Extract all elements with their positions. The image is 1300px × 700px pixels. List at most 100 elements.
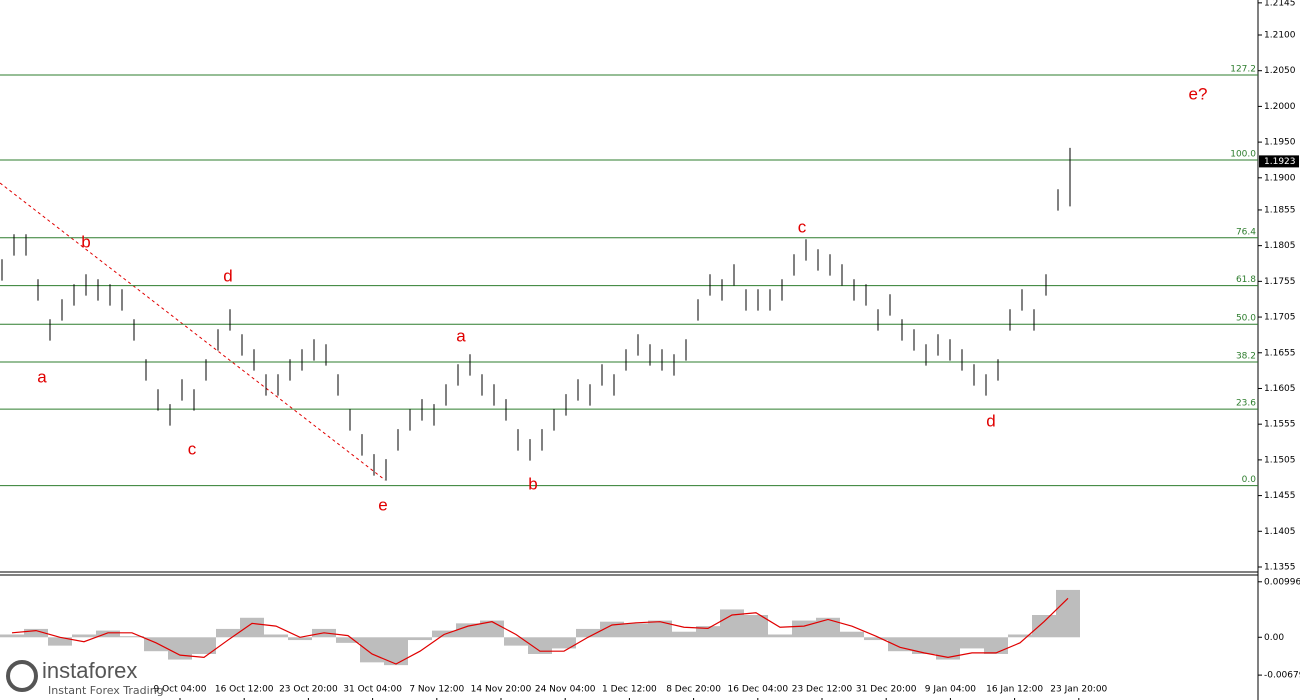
histogram-bar	[288, 637, 312, 641]
x-tick-label: 23 Dec 12:00	[792, 685, 853, 695]
histogram-bar	[120, 636, 144, 638]
fib-label: 100.0	[1230, 149, 1256, 159]
y-tick-label: 1.1755	[1264, 277, 1296, 287]
histogram-bar	[720, 609, 744, 638]
x-tick-label: 31 Oct 04:00	[343, 685, 402, 695]
fib-label: 38.2	[1236, 352, 1256, 362]
x-tick-label: 16 Dec 04:00	[728, 685, 789, 695]
x-tick-label: 8 Dec 20:00	[666, 685, 721, 695]
watermark: instaforex Instant Forex Trading	[6, 658, 164, 697]
histogram-bar	[960, 637, 984, 649]
y-tick-label: 0.00	[1264, 633, 1284, 643]
histogram-bar	[624, 623, 648, 638]
wave-label: d	[986, 411, 995, 430]
histogram-bar	[576, 628, 600, 638]
wave-label: d	[223, 266, 232, 285]
histogram-bar	[768, 634, 792, 638]
fib-label: 50.0	[1236, 314, 1256, 324]
histogram-bar	[48, 637, 72, 646]
y-tick-label: 1.1950	[1264, 138, 1296, 148]
wave-label: a	[456, 326, 466, 345]
x-tick-label: 7 Nov 12:00	[409, 685, 464, 695]
y-tick-label: 1.1605	[1264, 384, 1296, 394]
y-tick-label: 1.1655	[1264, 348, 1296, 358]
histogram-bar	[888, 637, 912, 652]
histogram-bar	[1056, 589, 1080, 638]
histogram-bar	[936, 637, 960, 660]
histogram-bar	[648, 620, 672, 638]
brand: instaforex	[42, 658, 137, 683]
fib-label: 76.4	[1236, 227, 1256, 237]
x-tick-label: 9 Jan 04:00	[925, 685, 977, 695]
signal-line	[11, 597, 1069, 665]
histogram-bar	[840, 631, 864, 638]
y-tick-label: 1.1405	[1264, 527, 1296, 537]
price-tag	[1259, 155, 1299, 168]
histogram-bar	[1008, 634, 1032, 638]
x-tick-label: 23 Jan 20:00	[1050, 685, 1107, 695]
x-tick-label: 9 Oct 04:00	[154, 685, 207, 695]
y-tick-label: 1.1855	[1264, 205, 1296, 215]
histogram-bar	[696, 626, 720, 638]
histogram-bar	[336, 637, 360, 643]
y-tick-label: 1.1555	[1264, 420, 1296, 430]
fib-label: 0.0	[1242, 475, 1257, 485]
histogram-bar	[984, 637, 1008, 654]
logo	[6, 660, 38, 692]
histogram-bar	[504, 637, 528, 646]
histogram-bar	[24, 628, 48, 638]
tagline: Instant Forex Trading	[48, 684, 164, 697]
x-tick-label: 16 Jan 12:00	[986, 685, 1043, 695]
histogram-bar	[264, 634, 288, 638]
y-tick-label: 1.2050	[1264, 66, 1296, 76]
histogram-bar	[192, 637, 216, 654]
y-tick-label: 1.1900	[1264, 173, 1296, 183]
fib-label: 127.2	[1230, 64, 1256, 74]
histogram-bar	[912, 637, 936, 654]
wave-label: c	[188, 439, 197, 458]
y-tick-label: 0.00996	[1264, 577, 1300, 587]
y-tick-label: 1.1505	[1264, 455, 1296, 465]
histogram-bar	[816, 617, 840, 638]
histogram-bar	[0, 634, 24, 638]
x-tick-label: 1 Dec 12:00	[602, 685, 657, 695]
x-tick-label: 31 Dec 20:00	[856, 685, 917, 695]
wave-label: e	[378, 495, 387, 514]
histogram-bar	[72, 634, 96, 638]
y-tick-label: 1.1455	[1264, 491, 1296, 501]
y-tick-label: 1.1355	[1264, 563, 1296, 573]
histogram-bar	[528, 637, 552, 654]
histogram-bar	[672, 631, 696, 638]
fib-label: 61.8	[1236, 275, 1256, 285]
histogram-bar	[216, 628, 240, 638]
fib-label: 23.6	[1236, 399, 1256, 409]
x-tick-label: 16 Oct 12:00	[215, 685, 274, 695]
last-price: 1.1923	[1264, 157, 1296, 167]
y-tick-label: 1.2100	[1264, 30, 1296, 40]
histogram-bar	[240, 617, 264, 638]
histogram-bar	[792, 620, 816, 638]
wave-label: b	[81, 232, 90, 251]
histogram-bar	[552, 637, 576, 649]
y-tick-label: 1.1705	[1264, 313, 1296, 323]
x-tick-label: 23 Oct 20:00	[279, 685, 338, 695]
histogram-bar	[1032, 614, 1056, 638]
wave-label: e?	[1189, 84, 1208, 103]
histogram-bar	[456, 623, 480, 638]
wave-label: c	[798, 217, 807, 236]
histogram-bar	[96, 630, 120, 638]
wave-label: a	[37, 367, 47, 386]
x-tick-label: 14 Nov 20:00	[471, 685, 532, 695]
histogram-bar	[600, 621, 624, 638]
y-tick-label: 1.2000	[1264, 102, 1296, 112]
y-tick-label: 1.1805	[1264, 241, 1296, 251]
histogram-bar	[744, 614, 768, 638]
wave-label: b	[528, 474, 537, 493]
histogram-bar	[864, 637, 888, 641]
histogram-bar	[168, 637, 192, 660]
x-tick-label: 24 Nov 04:00	[535, 685, 596, 695]
histogram-bar	[408, 637, 432, 641]
y-tick-label: 1.2145	[1264, 0, 1296, 8]
